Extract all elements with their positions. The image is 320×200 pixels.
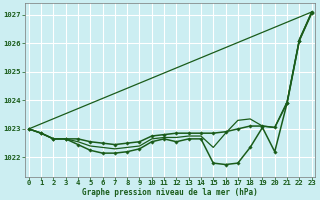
X-axis label: Graphe pression niveau de la mer (hPa): Graphe pression niveau de la mer (hPa) — [82, 188, 258, 197]
